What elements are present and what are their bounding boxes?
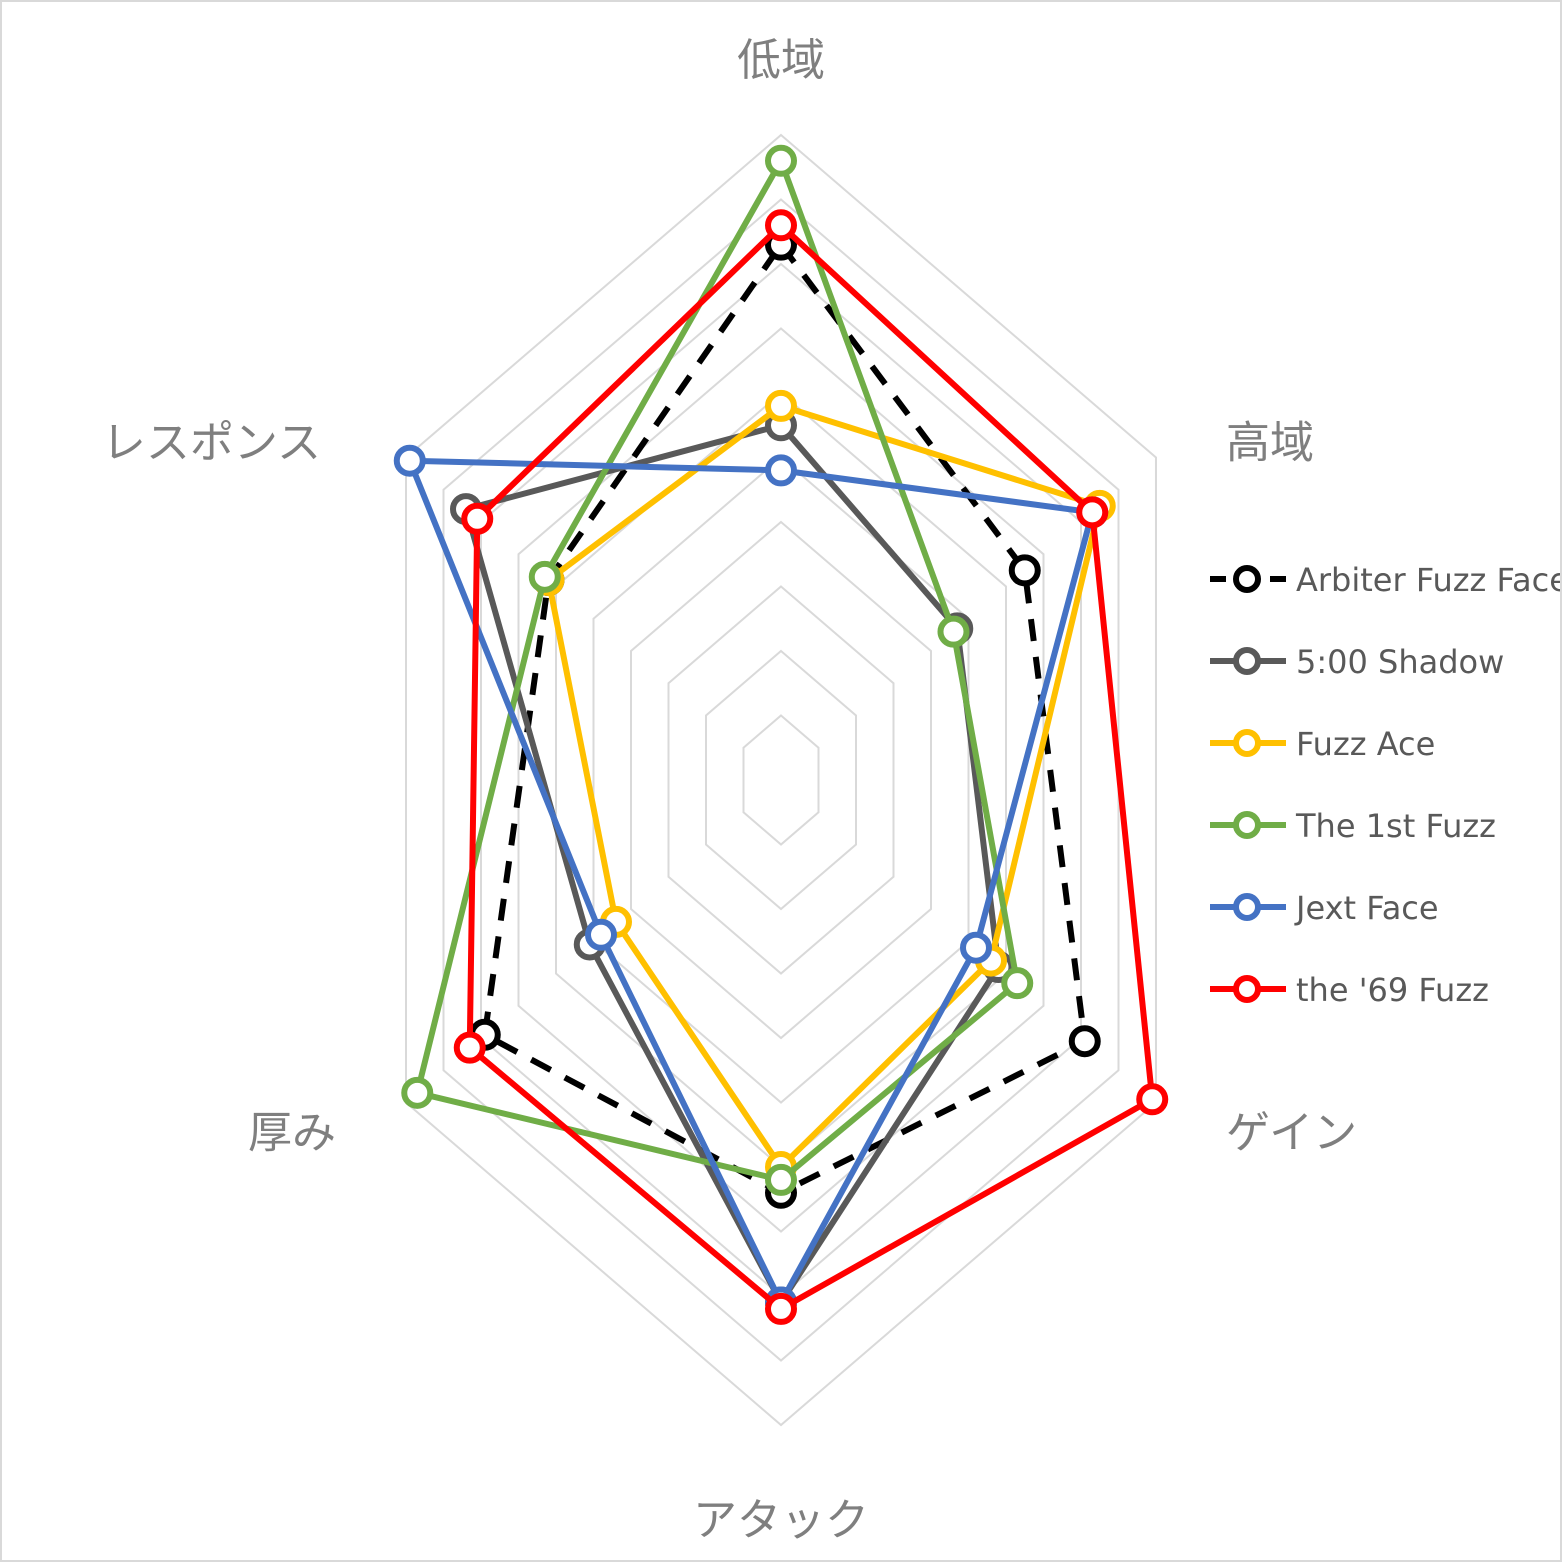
data-point <box>1001 967 1034 1000</box>
data-point <box>765 389 797 422</box>
axis-label: ゲイン <box>1226 1108 1357 1159</box>
legend-entry: 5:00 Shadow <box>1296 643 1504 681</box>
data-point <box>1068 1025 1101 1058</box>
data-point <box>1136 1083 1169 1116</box>
data-point <box>528 560 561 593</box>
legend-marker-point <box>1233 647 1261 675</box>
data-point <box>765 1292 797 1325</box>
grid-ring <box>705 649 857 911</box>
data-point <box>453 1031 486 1064</box>
grid-ring <box>667 585 895 975</box>
grid-ring <box>442 198 1120 1362</box>
axis-label: 低域 <box>737 35 825 86</box>
data-point <box>401 1076 434 1109</box>
legend-marker-point <box>1233 975 1261 1003</box>
axis-label: アタック <box>693 1495 869 1546</box>
axis-label: 高域 <box>1226 418 1314 469</box>
grid-ring <box>742 714 820 846</box>
data-point <box>585 918 618 951</box>
data-point <box>393 444 426 477</box>
data-point <box>765 144 797 177</box>
grid-ring <box>517 327 1045 1233</box>
grid-ring <box>630 520 932 1040</box>
legend-entry: Jext Face <box>1294 889 1439 927</box>
legend-entry: The 1st Fuzz <box>1295 807 1496 845</box>
data-point <box>1008 554 1041 587</box>
data-point <box>461 502 494 535</box>
data-point <box>937 615 970 648</box>
legend-entry: Arbiter Fuzz Face <box>1296 561 1560 599</box>
data-point <box>765 1163 797 1196</box>
series-line <box>466 222 1156 1312</box>
axis-label: レスポンス <box>102 418 321 469</box>
legend-entry: Fuzz Ace <box>1296 725 1435 763</box>
legend-marker-point <box>1233 565 1261 593</box>
grid-ring <box>592 456 970 1104</box>
legend-marker-point <box>1233 729 1261 757</box>
legend-marker-point <box>1233 893 1261 921</box>
data-point <box>765 209 797 242</box>
legend-entry: the '69 Fuzz <box>1296 971 1489 1009</box>
data-point <box>1076 496 1109 529</box>
data-point <box>765 454 797 487</box>
legend-marker-point <box>1233 811 1261 839</box>
axis-label: 厚み <box>248 1108 336 1159</box>
data-point <box>959 931 992 964</box>
